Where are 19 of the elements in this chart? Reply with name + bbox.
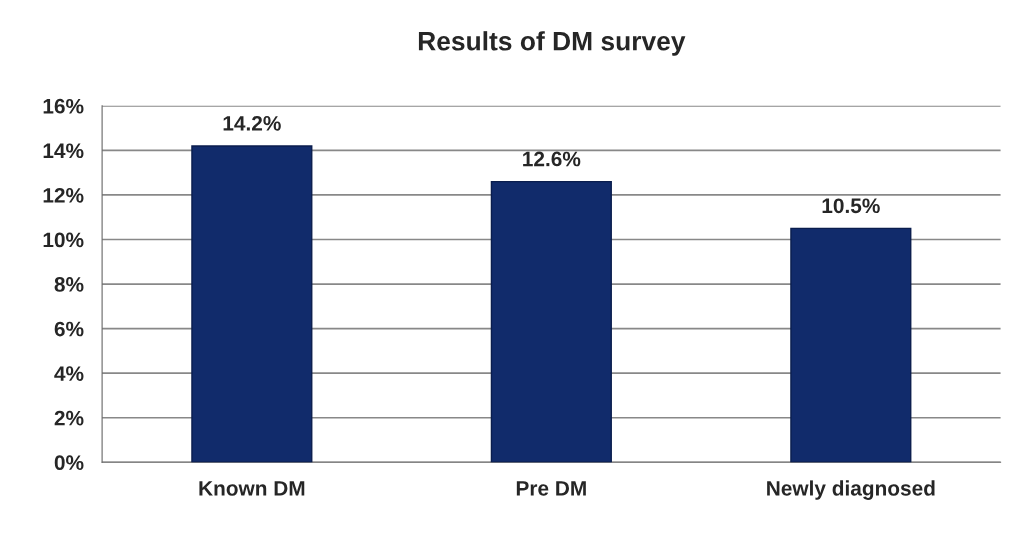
y-tick-label: 0%	[54, 455, 84, 471]
y-tick-label: 8%	[54, 277, 84, 292]
x-tick-label: Known DM	[199, 481, 305, 496]
y-tick-label: 16%	[43, 98, 84, 114]
data-label: 12.6%	[523, 151, 581, 167]
bar	[191, 145, 313, 463]
data-label: 14.2%	[223, 115, 281, 131]
y-tick-label: 2%	[54, 410, 84, 426]
x-tick-label: Pre DM	[516, 481, 586, 496]
x-tick-label: Newly diagnosed	[767, 480, 935, 500]
y-tick-label: 6%	[54, 321, 84, 337]
chart-title: Results of DM survey	[418, 31, 686, 56]
y-tick-label: 10%	[43, 232, 84, 248]
bar	[790, 227, 912, 463]
y-tick-label: 4%	[54, 366, 84, 381]
y-tick-label: 14%	[43, 143, 84, 159]
y-tick-label: 12%	[43, 187, 84, 203]
data-label: 10.5%	[822, 198, 880, 214]
bar	[490, 180, 612, 463]
